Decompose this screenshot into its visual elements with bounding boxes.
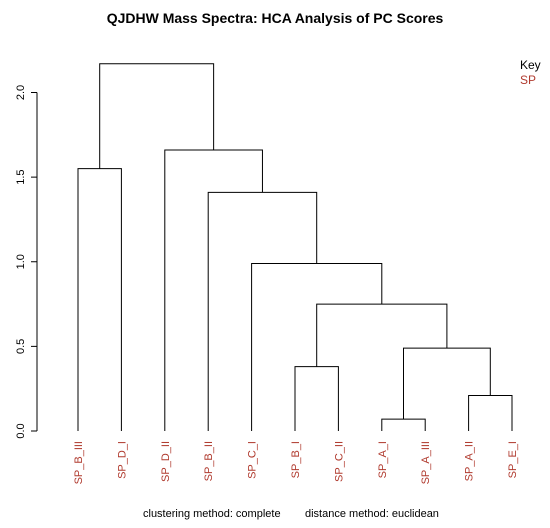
dendrogram-link	[99, 63, 215, 169]
y-tick-label: 2.0	[15, 85, 27, 100]
leaf-label: SP_A_III	[420, 441, 432, 484]
dendrogram-link	[468, 394, 513, 431]
y-tick-label: 0.5	[15, 339, 27, 354]
leaf-label: SP_B_II	[203, 441, 215, 481]
dendrogram-link	[207, 191, 318, 431]
chart-title: QJDHW Mass Spectra: HCA Analysis of PC S…	[107, 10, 444, 26]
y-tick-label: 0.0	[15, 423, 27, 438]
legend-title: Key	[520, 58, 541, 72]
legend-item-label: SP	[520, 73, 536, 87]
leaf-label: SP_C_II	[333, 441, 345, 482]
dendrogram-tree	[77, 63, 513, 431]
leaf-labels: SP_B_III SP_D_I SP_D_II SP_B_II SP_C_I SP_B_I…	[73, 441, 519, 484]
dendrogram-link	[294, 366, 339, 431]
leaf-label: SP_E_I	[507, 441, 519, 478]
leaf-label: SP_B_III	[73, 441, 85, 484]
leaf-label: SP_D_I	[116, 441, 128, 479]
dendrogram-link	[251, 262, 383, 431]
y-tick-label: 1.0	[15, 254, 27, 269]
y-axis: 0.0 0.5 1.0 1.5 2.0	[15, 85, 38, 439]
leaf-label: SP_A_I	[377, 441, 389, 478]
leaf-label: SP_C_I	[247, 441, 259, 479]
clustering-method-label: clustering method: complete	[143, 508, 281, 520]
dendrogram-link	[403, 347, 491, 420]
legend: Key SP	[520, 58, 541, 87]
dendrogram-link	[77, 168, 122, 431]
dendrogram-link	[381, 418, 426, 431]
leaf-label: SP_A_II	[464, 441, 476, 481]
dendrogram-link	[316, 303, 448, 367]
leaf-label: SP_B_I	[290, 441, 302, 478]
y-tick-label: 1.5	[15, 169, 27, 184]
legend-items: SP	[520, 73, 536, 87]
distance-method-label: distance method: euclidean	[305, 508, 439, 520]
leaf-label: SP_D_II	[160, 441, 172, 482]
